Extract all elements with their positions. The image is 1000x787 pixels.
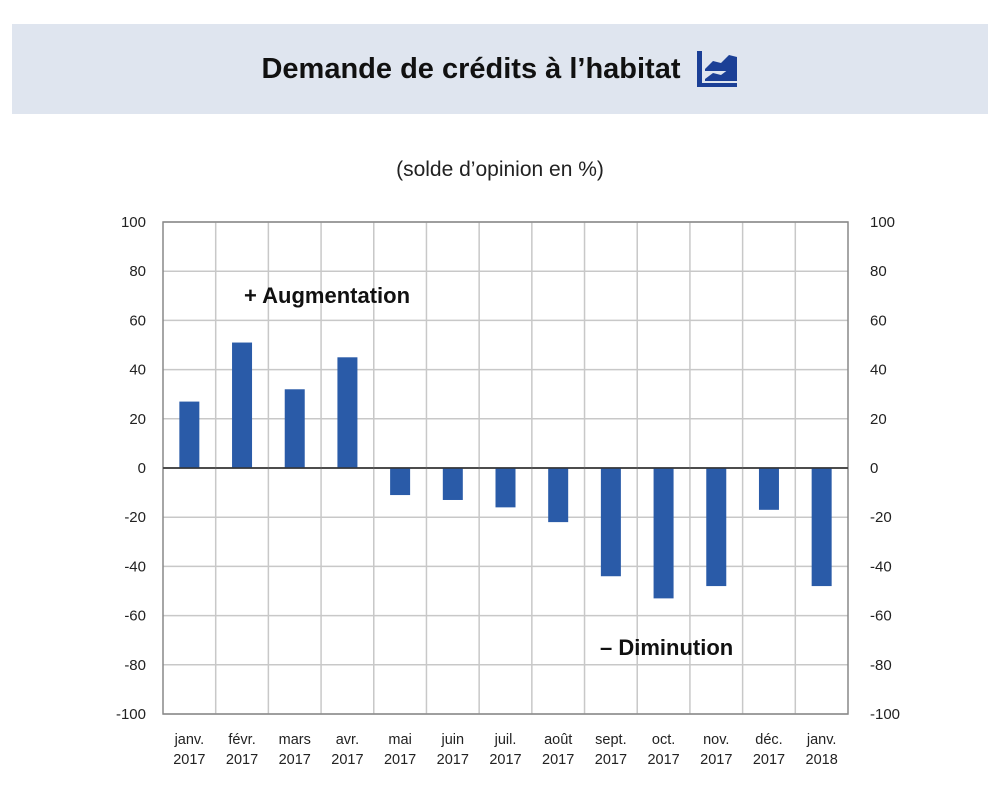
- y-tick-label-left: -100: [116, 706, 146, 723]
- x-tick-label-year: 2017: [279, 752, 311, 768]
- x-tick-label-year: 2017: [331, 752, 363, 768]
- bar: [232, 342, 253, 468]
- x-tick-label-month: juin: [441, 732, 465, 748]
- bar: [284, 389, 305, 468]
- x-tick-label-month: août: [544, 732, 572, 748]
- x-tick-label-year: 2017: [437, 752, 469, 768]
- y-tick-label-right: 60: [870, 312, 887, 329]
- bar: [442, 468, 463, 500]
- x-tick-label-month: mai: [388, 732, 411, 748]
- x-tick-label-year: 2018: [806, 752, 838, 768]
- bar: [758, 468, 779, 510]
- y-tick-label-right: 40: [870, 362, 887, 379]
- x-tick-label-year: 2017: [489, 752, 521, 768]
- bar: [706, 468, 727, 587]
- x-tick-label-month: mars: [279, 732, 311, 748]
- x-tick-label-month: oct.: [652, 732, 675, 748]
- y-tick-label-left: 40: [129, 362, 146, 379]
- x-tick-label-month: janv.: [174, 732, 205, 748]
- title-banner: Demande de crédits à l’habitat: [12, 24, 988, 114]
- x-tick-label-year: 2017: [647, 752, 679, 768]
- bar: [179, 401, 200, 468]
- bar: [548, 468, 569, 523]
- page-title: Demande de crédits à l’habitat: [12, 24, 988, 114]
- y-tick-label-left: 20: [129, 411, 146, 428]
- y-tick-label-right: -20: [870, 509, 892, 526]
- bar: [390, 468, 411, 496]
- y-tick-label-left: -60: [124, 608, 146, 625]
- y-tick-label-left: -40: [124, 558, 146, 575]
- title-text: Demande de crédits à l’habitat: [261, 52, 681, 85]
- y-tick-label-left: 0: [138, 460, 146, 477]
- y-tick-label-left: -80: [124, 657, 146, 674]
- line-area-chart-icon: [696, 51, 737, 87]
- x-tick-label-month: nov.: [703, 732, 729, 748]
- y-tick-label-right: 20: [870, 411, 887, 428]
- x-tick-label-month: févr.: [228, 732, 255, 748]
- annotation-negative: – Diminution: [600, 635, 733, 660]
- x-tick-label-year: 2017: [384, 752, 416, 768]
- y-tick-label-right: -40: [870, 558, 892, 575]
- y-tick-label-left: 100: [121, 214, 146, 231]
- bar: [600, 468, 621, 577]
- x-tick-label-year: 2017: [595, 752, 627, 768]
- y-tick-label-right: 100: [870, 214, 895, 231]
- bar: [337, 357, 358, 468]
- y-tick-label-right: 0: [870, 460, 878, 477]
- x-tick-label-month: avr.: [336, 732, 359, 748]
- annotation-positive: + Augmentation: [244, 283, 410, 308]
- y-tick-label-left: 80: [129, 263, 146, 280]
- x-tick-label-month: déc.: [755, 732, 782, 748]
- y-tick-label-right: -60: [870, 608, 892, 625]
- x-tick-label-month: janv.: [806, 732, 837, 748]
- y-tick-label-right: -80: [870, 657, 892, 674]
- y-tick-label-right: -100: [870, 706, 900, 723]
- chart-subtitle: (solde d’opinion en %): [396, 158, 604, 181]
- bar: [653, 468, 674, 599]
- x-tick-label-year: 2017: [542, 752, 574, 768]
- bar: [495, 468, 516, 508]
- y-tick-label-right: 80: [870, 263, 887, 280]
- x-tick-label-year: 2017: [173, 752, 205, 768]
- x-tick-label-month: sept.: [595, 732, 626, 748]
- x-tick-label-year: 2017: [700, 752, 732, 768]
- y-tick-label-left: -20: [124, 509, 146, 526]
- bar: [811, 468, 832, 587]
- x-tick-label-month: juil.: [494, 732, 517, 748]
- x-tick-label-year: 2017: [226, 752, 258, 768]
- x-tick-label-year: 2017: [753, 752, 785, 768]
- y-tick-label-left: 60: [129, 312, 146, 329]
